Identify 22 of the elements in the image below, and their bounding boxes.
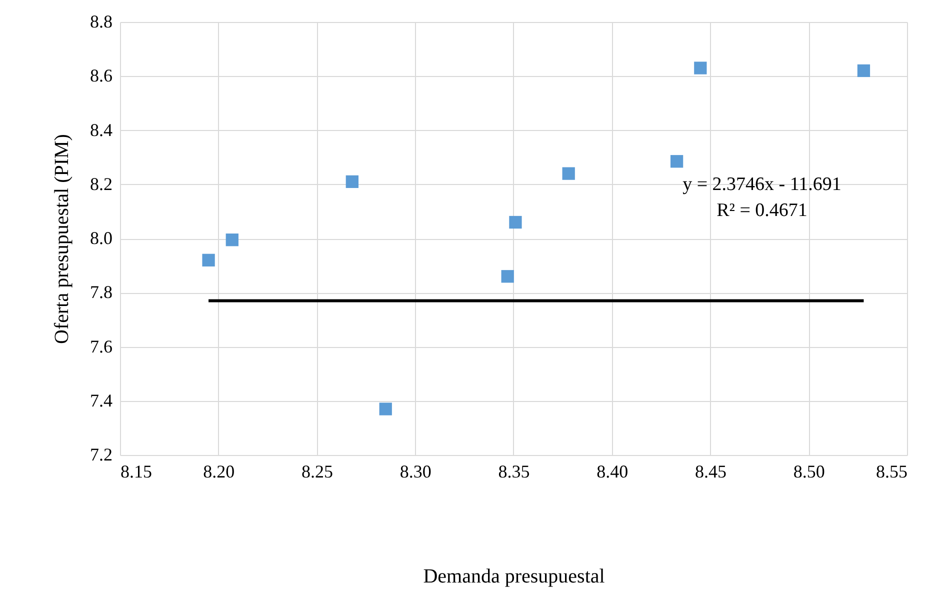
x-tick-label: 8.55 <box>876 462 908 482</box>
x-tick-label: 8.35 <box>498 462 530 482</box>
y-tick-label: 8.8 <box>90 12 112 32</box>
y-tick-label: 8.2 <box>90 174 112 194</box>
x-tick-label: 8.30 <box>400 462 432 482</box>
y-tick-label: 7.4 <box>90 390 112 410</box>
annotation: R² = 0.4671 <box>716 200 808 221</box>
y-tick-label: 8.0 <box>90 228 112 248</box>
x-tick-label: 8.45 <box>695 462 726 482</box>
x-axis-title: Demanda presupuestal <box>423 566 606 588</box>
y-tick-label: 8.6 <box>90 66 112 86</box>
y-tick-label: 7.8 <box>90 282 112 302</box>
x-tick-label: 8.25 <box>302 462 333 482</box>
y-axis-title: Oferta presupuestal (PIM) <box>51 134 73 344</box>
x-tick-label: 8.50 <box>793 462 825 482</box>
x-tick-label: 8.40 <box>596 462 628 482</box>
y-tick-label: 8.4 <box>90 120 112 140</box>
y-tick-label: 7.6 <box>90 336 112 356</box>
y-tick-label: 7.2 <box>90 444 112 464</box>
x-tick-label: 8.15 <box>120 462 152 482</box>
x-tick-label: 8.20 <box>203 462 235 482</box>
annotation: y = 2.3746x - 11.691 <box>682 174 842 195</box>
